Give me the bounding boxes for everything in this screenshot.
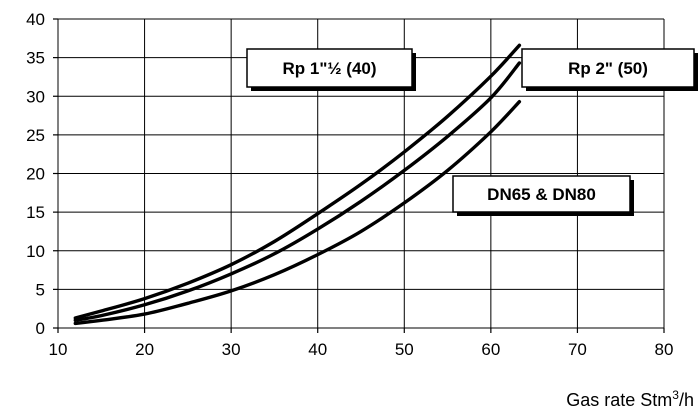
- x-tick-label: 20: [135, 340, 154, 359]
- annotation-label: Rp 1"½ (40): [282, 59, 376, 78]
- x-axis-title-superscript: 3: [672, 388, 679, 402]
- series-annotations: Rp 1"½ (40) Rp 2" (50) DN65 & DN80: [246, 48, 698, 216]
- series-line-dn65-dn80: [73, 100, 522, 326]
- annotation-rp-2-50: Rp 2" (50): [521, 48, 698, 91]
- x-tick-label: 80: [655, 340, 674, 359]
- y-tick-label: 20: [26, 165, 45, 184]
- annotation-dn65-dn80: DN65 & DN80: [452, 175, 634, 216]
- y-tick-label: 10: [26, 242, 45, 261]
- y-tick-label: 40: [26, 10, 45, 29]
- series-line-rp-2-50: [73, 61, 522, 322]
- annotation-box: [246, 48, 413, 88]
- y-tick-label: 25: [26, 126, 45, 145]
- x-tick-label: 40: [308, 340, 327, 359]
- annotation-rp-1-half-40: Rp 1"½ (40): [246, 48, 416, 91]
- annotation-box: [452, 175, 631, 213]
- x-axis-title-prefix: Gas rate Stm: [566, 390, 673, 410]
- annotation-box: [521, 48, 695, 88]
- series-lines: [73, 43, 522, 326]
- x-axis-title: Gas rate Stm3/h: [514, 388, 694, 411]
- y-tick-label: 0: [36, 319, 45, 338]
- x-tick-label: 60: [481, 340, 500, 359]
- y-tick-label: 35: [26, 49, 45, 68]
- annotation-label: DN65 & DN80: [487, 185, 596, 204]
- y-tick-label: 15: [26, 203, 45, 222]
- x-tick-label: 30: [222, 340, 241, 359]
- grid: [53, 18, 665, 333]
- series-line-rp-1-half-40: [73, 43, 522, 320]
- y-tick-label: 5: [36, 280, 45, 299]
- x-tick-label: 10: [49, 340, 68, 359]
- x-tick-label: 50: [395, 340, 414, 359]
- x-axis-title-suffix: /h: [678, 390, 694, 410]
- x-tick-label: 70: [568, 340, 587, 359]
- annotation-label: Rp 2" (50): [568, 59, 648, 78]
- y-tick-label: 30: [26, 87, 45, 106]
- tick-labels: 10 20 30 40 50 60 70 80 0 5 10 15 20 25 30 35 40: [26, 10, 673, 359]
